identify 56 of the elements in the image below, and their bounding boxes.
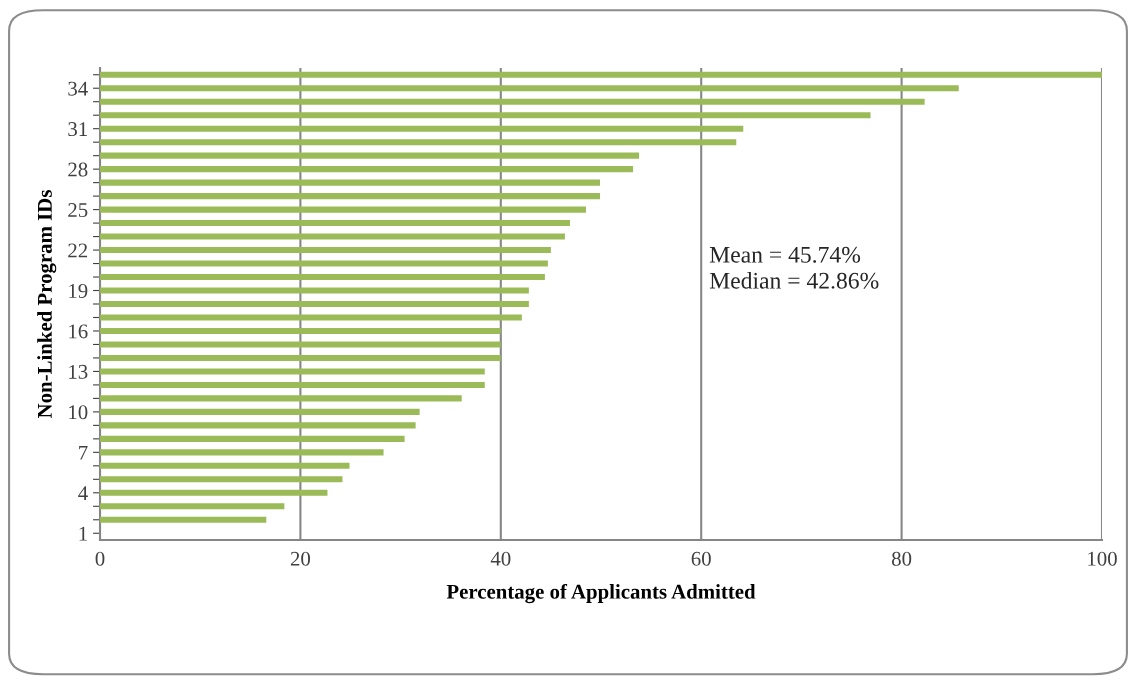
bar xyxy=(100,462,350,469)
y-tick-label: 25 xyxy=(68,203,88,218)
bar xyxy=(100,206,586,213)
bar xyxy=(100,273,545,281)
bar xyxy=(100,449,384,456)
bar xyxy=(100,71,1102,78)
x-tick-label: 40 xyxy=(490,551,511,566)
bar xyxy=(100,179,600,186)
bar xyxy=(100,233,565,240)
x-tick-label: 20 xyxy=(290,551,311,566)
bar xyxy=(100,112,871,119)
bar xyxy=(100,166,634,173)
x-tick-label: 80 xyxy=(891,551,912,566)
bar xyxy=(100,220,570,227)
y-tick-label: 22 xyxy=(68,243,88,258)
y-tick-label: 1 xyxy=(79,526,87,541)
annotation: Median = 42.86% xyxy=(709,272,879,289)
bar xyxy=(100,476,343,483)
bar xyxy=(100,247,551,254)
x-tick-label: 100 xyxy=(1088,551,1117,566)
bar xyxy=(100,368,485,375)
bar xyxy=(100,125,744,132)
y-tick-label: 28 xyxy=(68,162,88,177)
bar xyxy=(100,422,416,429)
x-tick-label: 0 xyxy=(95,551,105,566)
y-tick-label: 10 xyxy=(69,405,88,420)
y-tick-label: 34 xyxy=(68,81,88,96)
y-axis-title: Non-Linked Program IDs xyxy=(37,190,57,419)
bar xyxy=(100,395,462,402)
bar xyxy=(100,287,529,294)
bar xyxy=(100,341,501,348)
y-tick-label: 16 xyxy=(69,324,88,339)
bar xyxy=(100,327,501,335)
bar xyxy=(100,98,925,105)
bar xyxy=(100,503,285,510)
annotation: Mean = 45.74% xyxy=(709,246,861,263)
bar xyxy=(100,139,737,146)
x-tick-label: 60 xyxy=(691,551,711,566)
y-tick-label: 7 xyxy=(79,445,88,460)
bar xyxy=(100,435,405,442)
bar xyxy=(100,85,959,92)
bar xyxy=(100,300,529,308)
y-tick-label: 19 xyxy=(69,283,88,298)
bar xyxy=(100,516,267,523)
bar xyxy=(100,408,420,415)
bar xyxy=(100,193,600,200)
x-axis-title: Percentage of Applicants Admitted xyxy=(446,583,756,604)
bar xyxy=(100,489,328,496)
bar xyxy=(100,314,522,321)
y-tick-label: 13 xyxy=(69,364,88,379)
y-tick-label: 31 xyxy=(68,122,87,137)
bar xyxy=(100,260,548,267)
bar xyxy=(100,152,640,159)
bar xyxy=(100,354,501,361)
bar xyxy=(100,381,485,388)
y-tick-label: 4 xyxy=(78,486,88,501)
